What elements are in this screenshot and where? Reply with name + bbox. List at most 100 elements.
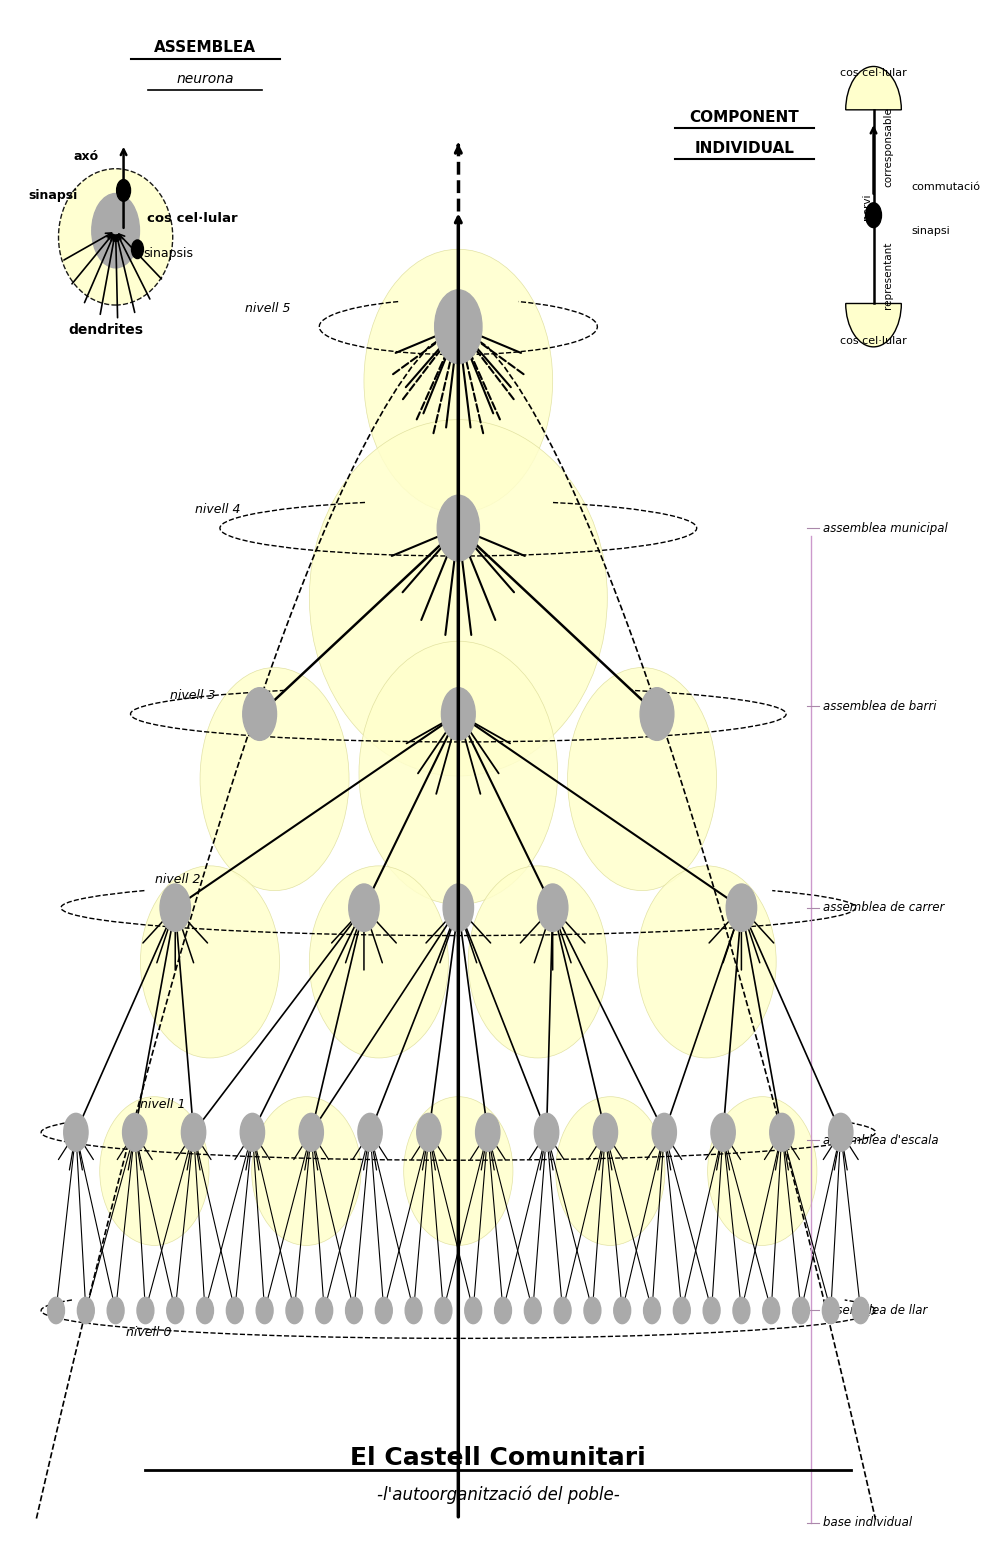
Text: representant: representant [883, 241, 893, 309]
Circle shape [167, 1297, 184, 1324]
Text: nivell 5: nivell 5 [245, 301, 290, 315]
Text: assemblea municipal: assemblea municipal [823, 521, 948, 534]
Text: cos cel·lular: cos cel·lular [840, 68, 907, 78]
Text: INDIVIDUAL: INDIVIDUAL [694, 141, 794, 157]
Text: nivell 4: nivell 4 [195, 503, 241, 515]
Circle shape [64, 1113, 88, 1152]
Circle shape [316, 1297, 333, 1324]
Circle shape [48, 1297, 64, 1324]
Circle shape [673, 1297, 690, 1324]
Circle shape [822, 1297, 839, 1324]
Circle shape [256, 1297, 273, 1324]
Circle shape [711, 1113, 735, 1152]
Circle shape [137, 1297, 154, 1324]
Text: axó: axó [74, 151, 99, 163]
Text: nervi: nervi [862, 194, 872, 220]
Circle shape [441, 688, 475, 740]
Circle shape [181, 1113, 206, 1152]
Circle shape [197, 1297, 213, 1324]
Circle shape [286, 1297, 303, 1324]
Circle shape [476, 1113, 500, 1152]
Text: dendrites: dendrites [68, 323, 143, 337]
Text: nivell 3: nivell 3 [170, 689, 216, 702]
Text: commutació: commutació [911, 182, 980, 192]
Ellipse shape [637, 866, 776, 1058]
Ellipse shape [309, 419, 607, 776]
Circle shape [437, 495, 479, 560]
Circle shape [435, 1297, 452, 1324]
Text: assemblea de carrer: assemblea de carrer [823, 902, 944, 914]
Circle shape [554, 1297, 571, 1324]
Circle shape [866, 203, 881, 228]
Circle shape [243, 688, 277, 740]
Text: El Castell Comunitari: El Castell Comunitari [350, 1445, 646, 1470]
Ellipse shape [404, 1097, 513, 1245]
Circle shape [443, 885, 474, 931]
Text: nivell 0: nivell 0 [126, 1325, 171, 1339]
Circle shape [584, 1297, 601, 1324]
Circle shape [829, 1113, 853, 1152]
Ellipse shape [100, 1097, 209, 1245]
Ellipse shape [309, 866, 448, 1058]
Circle shape [299, 1113, 323, 1152]
Circle shape [349, 885, 379, 931]
Ellipse shape [59, 169, 173, 306]
Text: cos cel·lular: cos cel·lular [840, 335, 907, 346]
Circle shape [763, 1297, 780, 1324]
Text: sinapsis: sinapsis [143, 247, 193, 261]
Text: ASSEMBLEA: ASSEMBLEA [154, 40, 256, 56]
Text: cos cel·lular: cos cel·lular [147, 211, 238, 225]
Circle shape [107, 1297, 124, 1324]
Text: sinapsi: sinapsi [28, 188, 77, 202]
Circle shape [852, 1297, 869, 1324]
Text: assemblea de llar: assemblea de llar [823, 1304, 927, 1318]
Circle shape [652, 1113, 676, 1152]
Circle shape [495, 1297, 511, 1324]
Circle shape [644, 1297, 660, 1324]
Wedge shape [846, 67, 901, 110]
Text: assemblea de barri: assemblea de barri [823, 700, 936, 712]
Circle shape [614, 1297, 631, 1324]
Circle shape [465, 1297, 482, 1324]
Wedge shape [846, 304, 901, 346]
Circle shape [346, 1297, 362, 1324]
Text: COMPONENT: COMPONENT [690, 110, 799, 126]
Text: sinapsi: sinapsi [911, 225, 950, 236]
Ellipse shape [568, 667, 717, 891]
Circle shape [92, 194, 139, 268]
Circle shape [733, 1297, 750, 1324]
Circle shape [417, 1113, 441, 1152]
Ellipse shape [140, 866, 280, 1058]
Ellipse shape [200, 667, 349, 891]
Circle shape [703, 1297, 720, 1324]
Circle shape [537, 885, 568, 931]
Circle shape [240, 1113, 265, 1152]
Circle shape [524, 1297, 541, 1324]
Circle shape [593, 1113, 618, 1152]
Circle shape [793, 1297, 809, 1324]
Text: base individual: base individual [823, 1516, 912, 1529]
Circle shape [117, 180, 131, 202]
Circle shape [358, 1113, 382, 1152]
Text: nivell 1: nivell 1 [140, 1097, 186, 1111]
Circle shape [770, 1113, 794, 1152]
Circle shape [640, 688, 674, 740]
Ellipse shape [708, 1097, 817, 1245]
Text: nivell 2: nivell 2 [155, 874, 201, 886]
Ellipse shape [468, 866, 607, 1058]
Text: corresponsable: corresponsable [883, 107, 893, 186]
Circle shape [726, 885, 757, 931]
Ellipse shape [359, 641, 558, 905]
Circle shape [405, 1297, 422, 1324]
Ellipse shape [252, 1097, 361, 1245]
Text: neurona: neurona [176, 71, 234, 85]
Circle shape [226, 1297, 243, 1324]
Circle shape [132, 241, 143, 259]
Circle shape [435, 290, 482, 363]
Circle shape [534, 1113, 559, 1152]
Ellipse shape [556, 1097, 665, 1245]
Circle shape [123, 1113, 147, 1152]
Circle shape [160, 885, 190, 931]
Text: -l'autoorganització del poble-: -l'autoorganització del poble- [377, 1485, 619, 1504]
Text: assemblea d'escala: assemblea d'escala [823, 1133, 938, 1147]
